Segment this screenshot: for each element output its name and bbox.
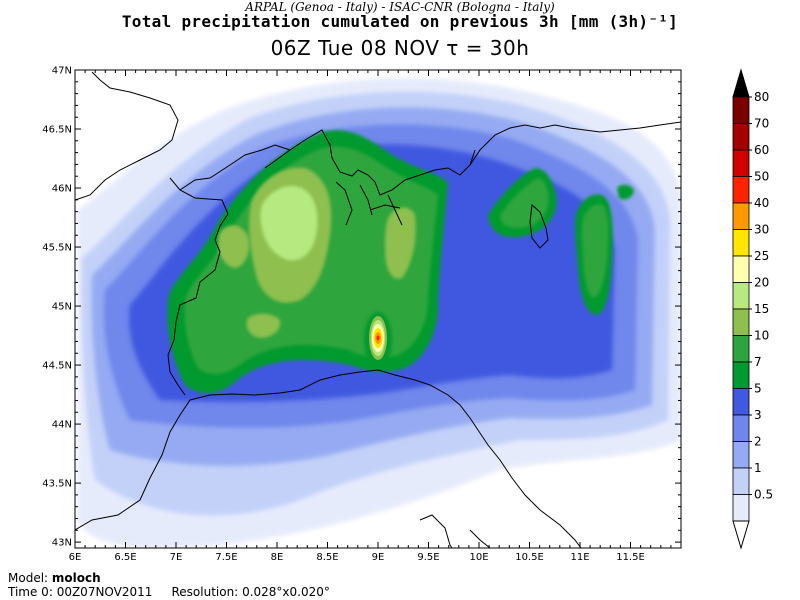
lat-tick-label: 43.5N — [42, 479, 72, 490]
coastlines-and-borders — [75, 71, 681, 548]
time-label: Time 0: — [8, 585, 53, 599]
time-resolution-line: Time 0: 00Z07NOV2011 Resolution: 0.028°x… — [8, 585, 330, 599]
lon-tick-label: 9.5E — [417, 552, 439, 563]
legend-swatch — [732, 176, 750, 204]
legend-min-arrow — [732, 520, 750, 550]
legend-swatch — [732, 388, 750, 416]
legend-swatch — [732, 441, 750, 469]
model-label: Model: — [8, 571, 49, 585]
organization-header: ARPAL (Genoa - Italy) - ISAC-CNR (Bologn… — [245, 0, 555, 14]
legend-swatch — [732, 202, 750, 230]
resolution-label: Resolution: — [171, 585, 239, 599]
precip-band-20 — [260, 185, 318, 261]
legend-swatch — [732, 96, 750, 124]
lon-tick-label: 7E — [170, 552, 183, 563]
legend-level-label: 50 — [754, 170, 769, 184]
lat-tick-label: 45.5N — [42, 243, 72, 254]
lon-tick-label: 6.5E — [114, 552, 136, 563]
legend-swatch — [732, 308, 750, 336]
swiss-border — [264, 129, 476, 196]
lon-tick-label: 10.5E — [515, 552, 544, 563]
lon-tick-label: 10E — [469, 552, 488, 563]
color-legend: 80 70 60 50 40 30 25 20 15 10 7 5 3 2 1 0.5 — [732, 68, 773, 550]
legend-level-label: 10 — [754, 329, 769, 343]
time-value: 00Z07NOV2011 — [56, 585, 153, 599]
precip-max-50 — [376, 335, 380, 341]
legend-max-arrow — [732, 68, 750, 98]
legend-swatch — [732, 361, 750, 389]
precip-band-15-b — [385, 207, 416, 279]
lon-tick-label: 9E — [372, 552, 385, 563]
legend-level-label: 80 — [754, 90, 769, 104]
legend-swatch — [732, 123, 750, 151]
lon-tick-label: 7.5E — [215, 552, 237, 563]
lon-tick-label: 8E — [271, 552, 284, 563]
precip-band-15-d — [246, 313, 281, 338]
legend-level-label: 3 — [754, 408, 762, 422]
precip-field — [78, 78, 681, 548]
resolution-value: 0.028°x0.020° — [242, 585, 330, 599]
alpine-lake-lines — [335, 181, 403, 226]
lon-tick-label: 6E — [69, 552, 82, 563]
lat-tick-label: 46N — [52, 184, 72, 195]
legend-level-label: 40 — [754, 196, 769, 210]
italy-coastline — [75, 369, 582, 548]
legend-swatch — [732, 414, 750, 442]
precip-band-15-c — [218, 225, 250, 268]
model-line: Model: moloch — [8, 571, 101, 585]
longitude-axis: 6E 6.5E 7E 7.5E 8E 8.5E 9E 9.5E 10E 10.5E 11E 11.5E — [69, 70, 672, 563]
legend-swatch — [732, 229, 750, 257]
lake-garda — [529, 203, 549, 249]
corsica-outline — [419, 514, 453, 548]
precip-band-7-nw — [617, 184, 634, 200]
legend-swatch — [732, 149, 750, 177]
legend-swatch — [732, 494, 750, 522]
legend-level-label: 0.5 — [754, 488, 773, 502]
legend-level-label: 5 — [754, 382, 762, 396]
swiss-border-north — [179, 144, 291, 191]
legend-level-label: 1 — [754, 461, 762, 475]
legend-level-label: 70 — [754, 117, 769, 131]
legend-level-label: 15 — [754, 302, 769, 316]
legend-swatch — [732, 467, 750, 495]
tuscany-coast — [469, 529, 491, 548]
austrian-border — [469, 121, 681, 166]
legend-swatch — [732, 282, 750, 310]
lon-tick-label: 8.5E — [316, 552, 338, 563]
latitude-axis: 43N 43.5N 44N 44.5N 45N 45.5N 46N 46.5N 47N — [42, 66, 681, 549]
lat-tick-label: 44N — [52, 420, 72, 431]
model-value: moloch — [51, 571, 101, 585]
lon-tick-label: 11E — [570, 552, 589, 563]
lat-tick-label: 47N — [52, 66, 72, 77]
legend-level-label: 7 — [754, 355, 762, 369]
legend-level-label: 25 — [754, 249, 769, 263]
precip-band-10-far-east — [581, 204, 609, 298]
legend-swatch — [732, 335, 750, 363]
legend-level-label: 20 — [754, 276, 769, 290]
legend-level-label: 60 — [754, 143, 769, 157]
lat-tick-label: 45N — [52, 302, 72, 313]
lon-tick-label: 11.5E — [616, 552, 645, 563]
precip-band-10-east — [500, 178, 549, 228]
lat-tick-label: 43N — [52, 538, 72, 549]
legend-level-label: 2 — [754, 435, 762, 449]
lat-tick-label: 44.5N — [42, 361, 72, 372]
legend-swatch — [732, 255, 750, 283]
valid-time-subtitle: 06Z Tue 08 NOV τ = 30h — [270, 36, 530, 60]
lat-tick-label: 46.5N — [42, 125, 72, 136]
northwest-border — [75, 71, 179, 201]
legend-level-label: 30 — [754, 223, 769, 237]
page-title: Total precipitation cumulated on previou… — [121, 12, 679, 31]
french-italian-border — [167, 177, 229, 396]
